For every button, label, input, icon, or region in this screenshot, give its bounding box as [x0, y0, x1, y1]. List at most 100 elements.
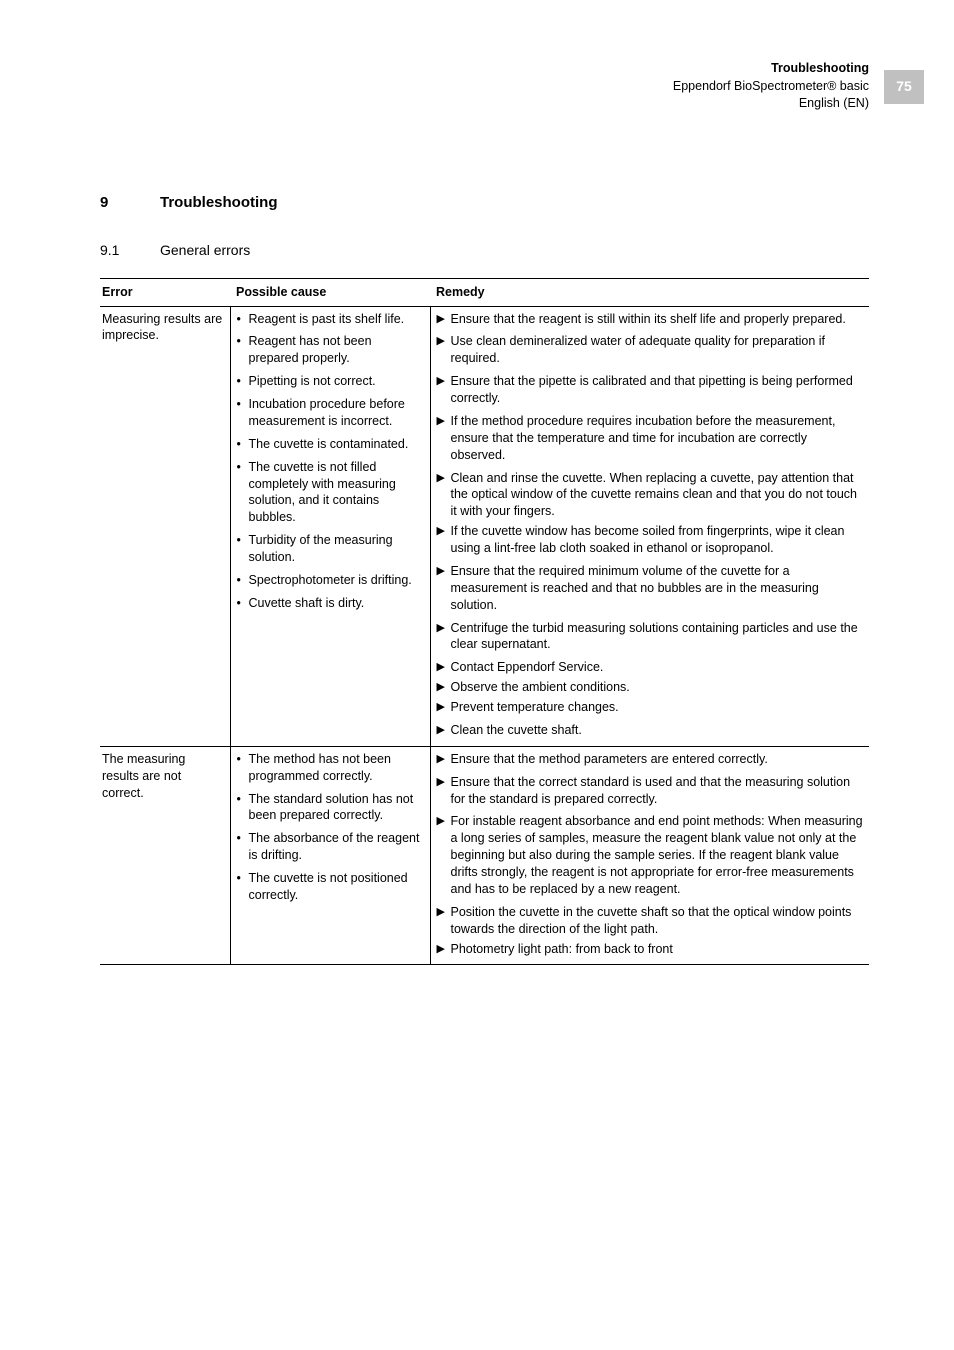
remedy-text: Position the cuvette in the cuvette shaf… — [451, 904, 864, 938]
cause-item: •Pipetting is not correct. — [237, 373, 424, 390]
cause-text: Turbidity of the measuring solution. — [249, 532, 424, 566]
remedy-text: For instable reagent absorbance and end … — [451, 813, 864, 897]
header-title: Troubleshooting — [100, 60, 869, 78]
subsection-number: 9.1 — [100, 241, 160, 260]
remedy-cell: ▶Ensure that the reagent is still within… — [430, 306, 869, 746]
remedy-item: ▶Prevent temperature changes. — [437, 699, 864, 716]
cause-text: The cuvette is not filled completely wit… — [249, 459, 424, 527]
cause-text: Pipetting is not correct. — [249, 373, 424, 390]
remedy-text: Ensure that the correct standard is used… — [451, 774, 864, 808]
remedy-cell: ▶Ensure that the method parameters are e… — [430, 746, 869, 965]
arrow-icon: ▶ — [437, 311, 451, 327]
cause-text: Reagent has not been prepared properly. — [249, 333, 424, 367]
remedy-item: ▶If the method procedure requires incuba… — [437, 413, 864, 464]
arrow-icon: ▶ — [437, 563, 451, 579]
arrow-icon: ▶ — [437, 679, 451, 695]
cause-item: •Spectrophotometer is drifting. — [237, 572, 424, 589]
remedy-item: ▶Contact Eppendorf Service. — [437, 659, 864, 676]
bullet-icon: • — [237, 751, 249, 768]
arrow-icon: ▶ — [437, 333, 451, 349]
arrow-icon: ▶ — [437, 413, 451, 429]
cause-text: The cuvette is not positioned correctly. — [249, 870, 424, 904]
remedy-text: Clean the cuvette shaft. — [451, 722, 864, 739]
cause-item: •The standard solution has not been prep… — [237, 791, 424, 825]
cause-item: •Cuvette shaft is dirty. — [237, 595, 424, 612]
remedy-text: Ensure that the pipette is calibrated an… — [451, 373, 864, 407]
header-product: Eppendorf BioSpectrometer® basic — [100, 78, 869, 96]
arrow-icon: ▶ — [437, 774, 451, 790]
section-title: Troubleshooting — [160, 194, 278, 211]
arrow-icon: ▶ — [437, 523, 451, 539]
bullet-icon: • — [237, 436, 249, 453]
bullet-icon: • — [237, 532, 249, 549]
remedy-item: ▶Clean and rinse the cuvette. When repla… — [437, 470, 864, 521]
table-row: Measuring results are imprecise.•Reagent… — [100, 306, 869, 746]
arrow-icon: ▶ — [437, 470, 451, 486]
bullet-icon: • — [237, 459, 249, 476]
bullet-icon: • — [237, 870, 249, 887]
cause-item: •Reagent is past its shelf life. — [237, 311, 424, 328]
remedy-item: ▶Use clean demineralized water of adequa… — [437, 333, 864, 367]
cause-cell: •The method has not been programmed corr… — [230, 746, 430, 965]
section-heading: 9Troubleshooting — [100, 193, 869, 213]
arrow-icon: ▶ — [437, 373, 451, 389]
arrow-icon: ▶ — [437, 659, 451, 675]
arrow-icon: ▶ — [437, 699, 451, 715]
remedy-item: ▶Ensure that the pipette is calibrated a… — [437, 373, 864, 407]
remedy-text: Clean and rinse the cuvette. When replac… — [451, 470, 864, 521]
troubleshooting-table: Error Possible cause Remedy Measuring re… — [100, 278, 869, 966]
page-number-badge: 75 — [884, 70, 924, 104]
arrow-icon: ▶ — [437, 751, 451, 767]
bullet-icon: • — [237, 830, 249, 847]
arrow-icon: ▶ — [437, 941, 451, 957]
remedy-text: Use clean demineralized water of adequat… — [451, 333, 864, 367]
bullet-icon: • — [237, 595, 249, 612]
bullet-icon: • — [237, 396, 249, 413]
cause-item: •The cuvette is contaminated. — [237, 436, 424, 453]
remedy-item: ▶Clean the cuvette shaft. — [437, 722, 864, 739]
cause-item: •The absorbance of the reagent is drifti… — [237, 830, 424, 864]
table-row: The measuring results are not correct.•T… — [100, 746, 869, 965]
remedy-item: ▶Observe the ambient conditions. — [437, 679, 864, 696]
remedy-text: Photometry light path: from back to fron… — [451, 941, 864, 958]
remedy-item: ▶Ensure that the required minimum volume… — [437, 563, 864, 614]
arrow-icon: ▶ — [437, 722, 451, 738]
remedy-item: ▶Ensure that the correct standard is use… — [437, 774, 864, 808]
remedy-text: Contact Eppendorf Service. — [451, 659, 864, 676]
cause-text: Cuvette shaft is dirty. — [249, 595, 424, 612]
cause-text: Reagent is past its shelf life. — [249, 311, 424, 328]
remedy-item: ▶Ensure that the reagent is still within… — [437, 311, 864, 328]
cause-text: The absorbance of the reagent is driftin… — [249, 830, 424, 864]
cause-item: •Turbidity of the measuring solution. — [237, 532, 424, 566]
remedy-item: ▶For instable reagent absorbance and end… — [437, 813, 864, 897]
cause-item: •The method has not been programmed corr… — [237, 751, 424, 785]
table-header-cause: Possible cause — [230, 278, 430, 306]
remedy-item: ▶Centrifuge the turbid measuring solutio… — [437, 620, 864, 654]
header-language: English (EN) — [100, 95, 869, 113]
cause-text: Incubation procedure before measurement … — [249, 396, 424, 430]
error-cell: Measuring results are imprecise. — [100, 306, 230, 746]
remedy-text: Observe the ambient conditions. — [451, 679, 864, 696]
remedy-item: ▶Ensure that the method parameters are e… — [437, 751, 864, 768]
remedy-text: Ensure that the required minimum volume … — [451, 563, 864, 614]
bullet-icon: • — [237, 373, 249, 390]
cause-item: •Reagent has not been prepared properly. — [237, 333, 424, 367]
remedy-text: If the method procedure requires incubat… — [451, 413, 864, 464]
remedy-item: ▶Position the cuvette in the cuvette sha… — [437, 904, 864, 938]
subsection-heading: 9.1General errors — [100, 241, 869, 260]
cause-item: •Incubation procedure before measurement… — [237, 396, 424, 430]
error-cell: The measuring results are not correct. — [100, 746, 230, 965]
cause-text: The standard solution has not been prepa… — [249, 791, 424, 825]
arrow-icon: ▶ — [437, 904, 451, 920]
subsection-title: General errors — [160, 242, 250, 258]
table-header-error: Error — [100, 278, 230, 306]
section-number: 9 — [100, 193, 160, 213]
arrow-icon: ▶ — [437, 813, 451, 829]
remedy-item: ▶If the cuvette window has become soiled… — [437, 523, 864, 557]
bullet-icon: • — [237, 311, 249, 328]
remedy-text: Prevent temperature changes. — [451, 699, 864, 716]
bullet-icon: • — [237, 791, 249, 808]
bullet-icon: • — [237, 333, 249, 350]
remedy-text: If the cuvette window has become soiled … — [451, 523, 864, 557]
page-header: Troubleshooting Eppendorf BioSpectromete… — [100, 60, 869, 113]
